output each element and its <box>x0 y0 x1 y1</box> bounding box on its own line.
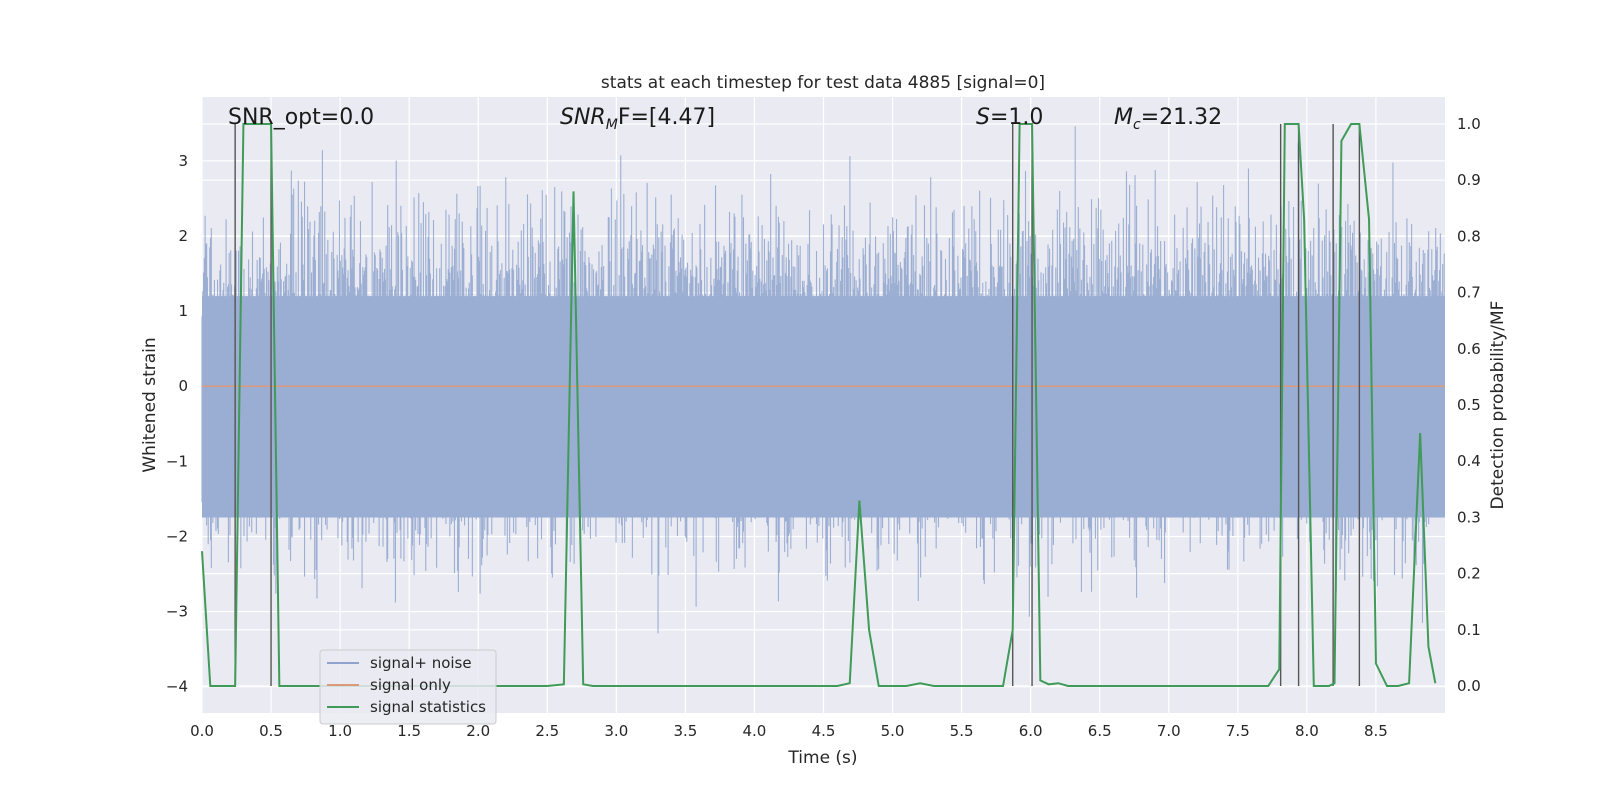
x-tick-label: 7.5 <box>1226 722 1250 740</box>
y2-tick-label: 1.0 <box>1457 115 1481 133</box>
chart-title: stats at each timestep for test data 488… <box>601 73 1045 93</box>
snr-opt-annotation: SNR_opt=0.0 <box>228 105 374 130</box>
s-stat-annotation: S=1.0 <box>976 105 1043 130</box>
x-tick-label: 6.0 <box>1019 722 1043 740</box>
legend-label-signal-statistics: signal statistics <box>370 698 486 716</box>
x-tick-label: 2.5 <box>535 722 559 740</box>
x-tick-label: 7.0 <box>1157 722 1181 740</box>
y-tick-labels: 3 2 1 0 −1 −2 −3 −4 <box>166 152 188 696</box>
y2-axis-label: Detection probability/MF <box>1488 301 1508 510</box>
legend: signal+ noise signal only signal statist… <box>319 649 497 725</box>
y2-tick-label: 0.3 <box>1457 508 1481 526</box>
snr-mf-rest: F=[4.47] <box>618 105 715 130</box>
y2-tick-label: 0.5 <box>1457 396 1481 414</box>
mc-value: =21.32 <box>1141 105 1222 130</box>
y2-tick-labels: 1.0 0.9 0.8 0.7 0.6 0.5 0.4 0.3 0.2 0.1 0.0 <box>1457 115 1481 695</box>
s-stat-value: =1.0 <box>990 105 1043 130</box>
x-tick-labels: 0.0 0.5 1.0 1.5 2.0 2.5 3.0 3.5 4.0 4.5 5.0 5.5 6.0 6… <box>190 722 1388 740</box>
y2-tick-label: 0.9 <box>1457 171 1481 189</box>
s-stat-symbol: S <box>976 105 990 130</box>
y2-tick-label: 0.6 <box>1457 340 1481 358</box>
y-tick-label: −2 <box>166 527 188 545</box>
y-tick-label: −1 <box>166 452 188 470</box>
x-tick-label: 1.0 <box>328 722 352 740</box>
y2-tick-label: 0.2 <box>1457 565 1481 583</box>
x-axis-label: Time (s) <box>787 748 857 768</box>
signal-noise-series <box>201 126 1445 634</box>
y-axis-label: Whitened strain <box>140 337 160 472</box>
x-tick-label: 5.5 <box>950 722 974 740</box>
x-tick-label: 8.0 <box>1295 722 1319 740</box>
x-tick-label: 0.5 <box>259 722 283 740</box>
legend-label-signal-only: signal only <box>370 676 451 694</box>
snr-mf-annotation: SNRMF=[4.47] <box>560 105 715 133</box>
y2-tick-label: 0.0 <box>1457 677 1481 695</box>
x-tick-label: 1.5 <box>397 722 421 740</box>
signal-statistics-line <box>201 122 1437 688</box>
y2-tick-label: 0.4 <box>1457 452 1481 470</box>
y-tick-label: 1 <box>178 302 188 320</box>
y-tick-label: 3 <box>178 152 188 170</box>
x-tick-label: 0.0 <box>190 722 214 740</box>
snr-mf-sub: M <box>606 117 618 133</box>
y-tick-label: −3 <box>166 603 188 621</box>
y-tick-label: −4 <box>166 678 188 696</box>
y-tick-label: 2 <box>178 227 188 245</box>
legend-box <box>319 649 497 725</box>
legend-label-signal-noise: signal+ noise <box>370 654 472 672</box>
x-tick-label: 4.0 <box>743 722 767 740</box>
y2-tick-label: 0.8 <box>1457 227 1481 245</box>
x-tick-label: 5.0 <box>881 722 905 740</box>
x-tick-label: 6.5 <box>1088 722 1112 740</box>
x-tick-label: 8.5 <box>1364 722 1388 740</box>
snr-mf-base: SNR <box>560 105 606 130</box>
mc-annotation: Mc=21.32 <box>1114 105 1222 133</box>
mc-sub: c <box>1133 117 1141 133</box>
y-tick-label: 0 <box>178 377 188 395</box>
signal-noise-core <box>202 296 1445 518</box>
x-tick-label: 4.5 <box>812 722 836 740</box>
x-tick-label: 3.0 <box>604 722 628 740</box>
x-tick-label: 3.5 <box>673 722 697 740</box>
y2-tick-label: 0.1 <box>1457 621 1481 639</box>
y2-tick-label: 0.7 <box>1457 284 1481 302</box>
x-tick-label: 2.0 <box>466 722 490 740</box>
mc-base: M <box>1114 105 1133 130</box>
